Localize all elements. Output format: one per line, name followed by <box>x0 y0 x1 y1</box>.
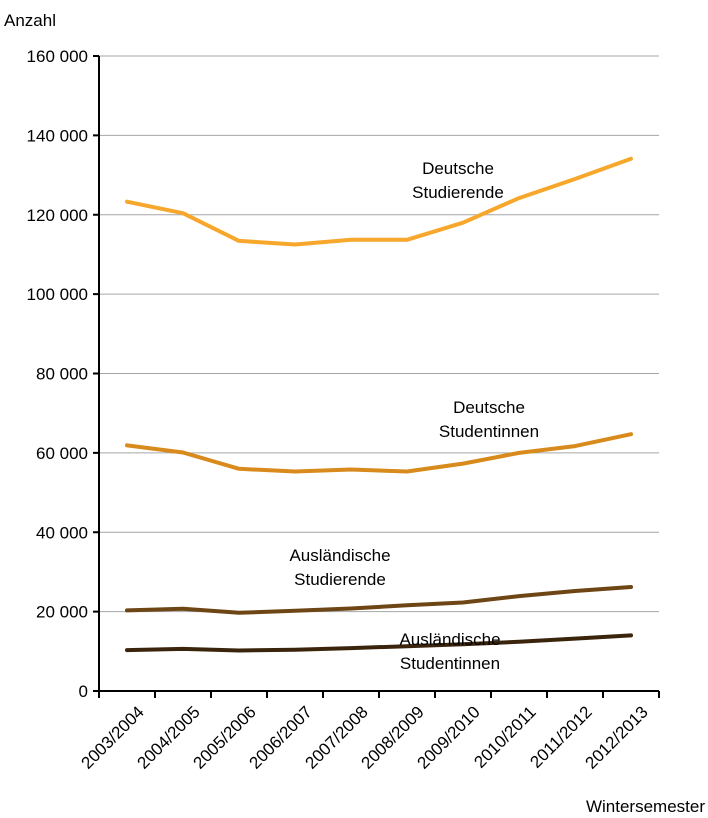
series-label-line: Studierende <box>294 570 386 589</box>
series-label: Ausländische Studentinnen <box>399 630 500 673</box>
series-label-line: Studentinnen <box>439 422 539 441</box>
series-label-line: Deutsche <box>453 398 525 417</box>
y-tick-label: 40 000 <box>36 523 88 542</box>
y-axis-title: Anzahl <box>4 11 56 30</box>
series-label-line: Deutsche <box>422 159 494 178</box>
series-label: Ausländische Studierende <box>289 546 390 589</box>
x-axis-title: Wintersemester <box>586 797 705 816</box>
series-line <box>125 633 633 653</box>
series-label-line: Studierende <box>412 183 504 202</box>
y-tick-label: 20 000 <box>36 603 88 622</box>
y-axis-ticks: 0 20 000 40 000 60 000 80 000 100 000 120 000 1… <box>27 47 99 701</box>
series-label-line: Ausländische <box>399 630 500 649</box>
y-tick-label: 160 000 <box>27 47 88 66</box>
series-label: Deutsche Studierende <box>412 159 504 202</box>
series-label: Deutsche Studentinnen <box>439 398 539 441</box>
x-axis-ticks: 2003/20042004/20052005/20062006/20072007… <box>78 691 660 773</box>
y-tick-label: 100 000 <box>27 285 88 304</box>
series-line <box>125 585 633 615</box>
series-label-line: Ausländische <box>289 546 390 565</box>
series-line <box>125 156 633 247</box>
y-tick-label: 60 000 <box>36 444 88 463</box>
y-tick-label: 80 000 <box>36 365 88 384</box>
series-lines <box>125 156 633 653</box>
y-tick-label: 0 <box>79 682 88 701</box>
y-tick-label: 140 000 <box>27 126 88 145</box>
y-tick-label: 120 000 <box>27 206 88 225</box>
series-labels: DeutscheStudierendeDeutscheStudentinnenA… <box>289 159 539 673</box>
series-line <box>125 432 633 474</box>
series-label-line: Studentinnen <box>400 654 500 673</box>
gridlines <box>99 55 659 613</box>
